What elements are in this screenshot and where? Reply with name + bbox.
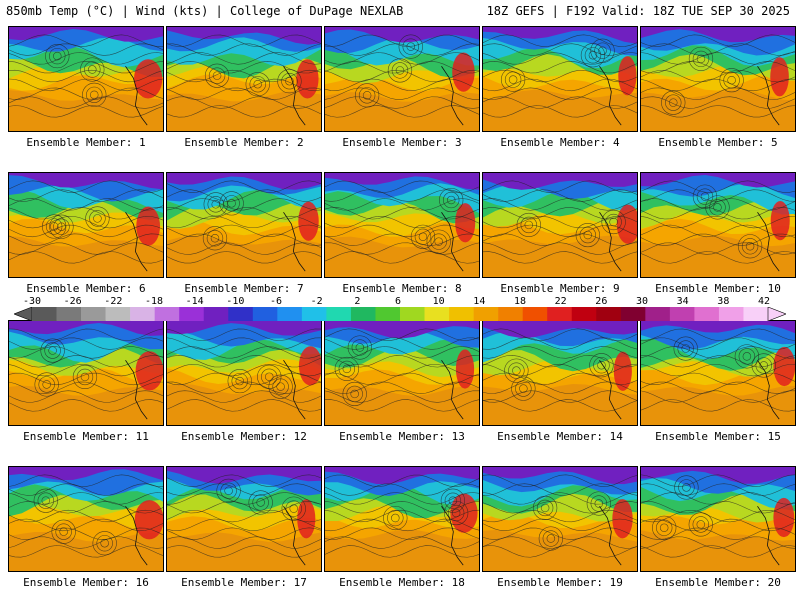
colorbar-swatch <box>326 307 352 321</box>
ensemble-member-label: Ensemble Member: 18 <box>339 576 465 589</box>
ensemble-member-label: Ensemble Member: 17 <box>181 576 307 589</box>
colorbar-swatch <box>424 307 450 321</box>
ensemble-member-map <box>166 320 322 426</box>
colorbar-swatch <box>179 307 205 321</box>
ensemble-member-label: Ensemble Member: 3 <box>342 136 462 149</box>
colorbar-tick-label: 2 <box>354 296 361 307</box>
ensemble-member-map <box>640 172 796 278</box>
colorbar-max-arrow <box>767 307 786 321</box>
colorbar-swatch <box>228 307 254 321</box>
ensemble-member-label: Ensemble Member: 14 <box>497 430 623 443</box>
colorbar <box>14 307 786 321</box>
colorbar-tick-label: -18 <box>144 296 164 307</box>
colorbar-swatch <box>56 307 82 321</box>
colorbar-swatch <box>252 307 278 321</box>
ensemble-member-label: Ensemble Member: 9 <box>500 282 620 295</box>
ensemble-member-map <box>324 26 480 132</box>
ensemble-member-map <box>482 466 638 572</box>
colorbar-swatch <box>498 307 523 321</box>
ensemble-member-label: Ensemble Member: 5 <box>658 136 778 149</box>
colorbar-tick-label: 22 <box>554 296 567 307</box>
colorbar-swatch <box>400 307 425 321</box>
ensemble-member-label: Ensemble Member: 15 <box>655 430 781 443</box>
ensemble-member-label: Ensemble Member: 20 <box>655 576 781 589</box>
colorbar-tick-label: -10 <box>226 296 245 307</box>
colorbar-swatch <box>694 307 720 321</box>
colorbar-tick-label: 26 <box>595 296 608 307</box>
colorbar-tick-label: 18 <box>513 296 527 307</box>
colorbar-swatch <box>547 307 573 321</box>
ensemble-member-map <box>166 466 322 572</box>
colorbar-swatch <box>669 307 695 321</box>
ensemble-member-map <box>640 320 796 426</box>
colorbar-tick-label: -30 <box>22 296 42 307</box>
ensemble-member-map <box>8 26 164 132</box>
colorbar-swatch <box>571 307 597 321</box>
ensemble-member-map <box>8 466 164 572</box>
ensemble-member-label: Ensemble Member: 7 <box>184 282 304 295</box>
colorbar-swatch <box>620 307 646 321</box>
colorbar-swatch <box>522 307 548 321</box>
colorbar-tick-label: -22 <box>104 296 123 307</box>
colorbar-tick-label: -26 <box>63 296 82 307</box>
colorbar-swatch <box>596 307 622 321</box>
colorbar-ticks: -30 -26 -22 -18 -14 -10 -6 -2 2 6 10 14 18 22 26 30 34 38… <box>0 296 800 308</box>
ensemble-member-label: Ensemble Member: 12 <box>181 430 307 443</box>
ensemble-member-map <box>640 26 796 132</box>
colorbar-swatch <box>449 307 474 321</box>
colorbar-tick-label: 38 <box>717 296 730 307</box>
ensemble-member-label: Ensemble Member: 13 <box>339 430 465 443</box>
ensemble-member-map <box>324 320 480 426</box>
colorbar-tick-label: 14 <box>473 296 486 307</box>
ensemble-member-map <box>482 320 638 426</box>
colorbar-tick-label: 42 <box>757 296 771 307</box>
colorbar-swatch <box>350 307 376 321</box>
colorbar-swatch <box>81 307 106 321</box>
colorbar-swatch <box>375 307 401 321</box>
valid-time: 18Z GEFS | F192 Valid: 18Z TUE SEP 30 20… <box>486 4 790 18</box>
colorbar-tick-label: 10 <box>432 296 445 307</box>
colorbar-swatch <box>473 307 499 321</box>
colorbar-tick-label: -6 <box>269 296 283 307</box>
colorbar-tick-label: -14 <box>185 296 204 307</box>
colorbar-swatch <box>105 307 131 321</box>
ensemble-member-map <box>324 466 480 572</box>
colorbar-swatch <box>130 307 155 321</box>
colorbar-swatch <box>645 307 671 321</box>
chart-title: 850mb Temp (°C) | Wind (kts) | College o… <box>6 4 404 18</box>
ensemble-member-map <box>640 466 796 572</box>
colorbar-swatch <box>743 307 769 321</box>
ensemble-member-label: Ensemble Member: 16 <box>23 576 149 589</box>
ensemble-member-label: Ensemble Member: 19 <box>497 576 623 589</box>
ensemble-member-map <box>166 26 322 132</box>
colorbar-tick-label: 30 <box>635 296 649 307</box>
colorbar-min-arrow <box>14 307 33 321</box>
ensemble-member-map <box>324 172 480 278</box>
ensemble-member-label: Ensemble Member: 4 <box>500 136 620 149</box>
colorbar-swatch <box>301 307 327 321</box>
colorbar-tick-label: -2 <box>310 296 323 307</box>
ensemble-member-map <box>8 172 164 278</box>
colorbar-tick-label: 6 <box>394 296 402 307</box>
colorbar-swatch <box>203 307 229 321</box>
ensemble-member-map <box>482 172 638 278</box>
ensemble-member-label: Ensemble Member: 11 <box>23 430 149 443</box>
ensemble-member-map <box>166 172 322 278</box>
colorbar-swatch <box>154 307 180 321</box>
colorbar-swatch <box>277 307 303 321</box>
colorbar-swatch <box>32 307 57 321</box>
ensemble-member-map <box>8 320 164 426</box>
ensemble-member-label: Ensemble Member: 2 <box>184 136 304 149</box>
ensemble-member-map <box>482 26 638 132</box>
colorbar-swatch <box>718 307 744 321</box>
ensemble-member-label: Ensemble Member: 10 <box>655 282 781 295</box>
ensemble-member-label: Ensemble Member: 6 <box>26 282 146 295</box>
colorbar-tick-label: 34 <box>676 296 689 307</box>
ensemble-member-label: Ensemble Member: 1 <box>26 136 146 149</box>
ensemble-member-label: Ensemble Member: 8 <box>342 282 462 295</box>
